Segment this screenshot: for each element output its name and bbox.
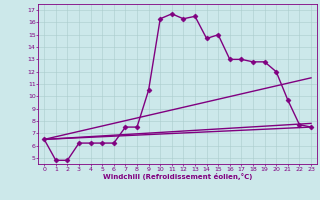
X-axis label: Windchill (Refroidissement éolien,°C): Windchill (Refroidissement éolien,°C): [103, 173, 252, 180]
